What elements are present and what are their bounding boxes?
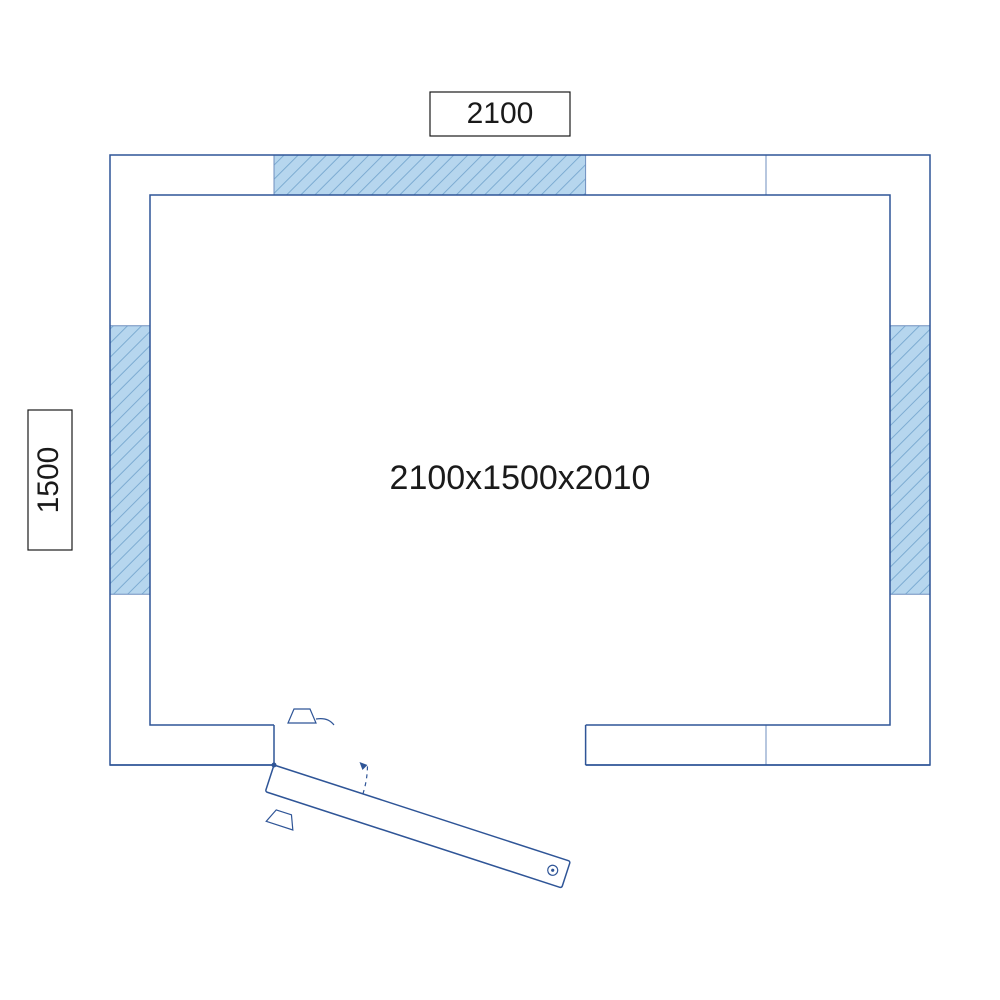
door-leaf: [265, 765, 570, 888]
wall-top-seg: [274, 155, 586, 195]
wall-left-seg: [110, 155, 150, 326]
wall-bottom-seg: [586, 725, 766, 765]
floorplan-diagram: 2100 1500 2100x1500x2010: [0, 0, 1000, 1000]
wall-right-seg: [890, 326, 930, 594]
wall-right-seg: [890, 155, 930, 326]
center-dimensions-label: 2100x1500x2010: [390, 459, 651, 497]
door-latch-icon: [288, 709, 334, 725]
dim-height-label: 1500: [32, 447, 65, 514]
door-hinge: [272, 763, 277, 768]
wall-left-seg: [110, 594, 150, 765]
door-opening-mask: [274, 724, 586, 766]
wall-left-seg: [110, 326, 150, 594]
dim-width-label: 2100: [467, 97, 534, 130]
wall-right-seg: [890, 594, 930, 765]
wall-top-seg: [586, 155, 766, 195]
door-swing-arc: [363, 765, 368, 794]
door-latch-icon-2: [266, 808, 297, 830]
